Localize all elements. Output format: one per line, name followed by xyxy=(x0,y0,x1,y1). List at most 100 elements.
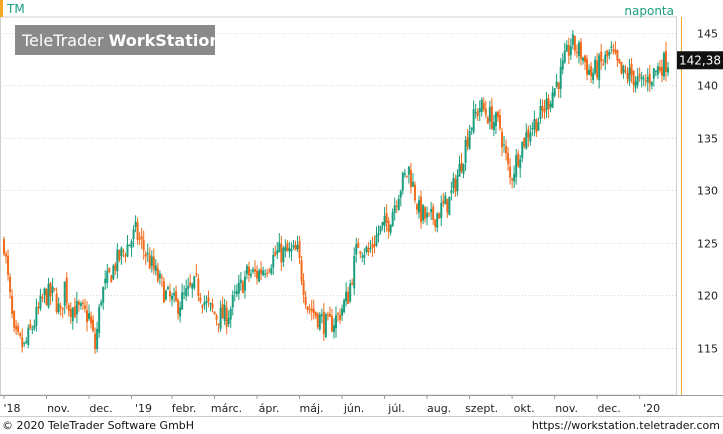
plot-border xyxy=(0,16,677,396)
candle-body xyxy=(581,57,584,61)
candle xyxy=(332,318,335,339)
candle xyxy=(173,287,176,303)
candle xyxy=(213,311,216,316)
candle xyxy=(464,136,467,171)
candle-body xyxy=(25,341,28,343)
candle-body xyxy=(434,219,437,227)
candle xyxy=(158,270,161,285)
candle-body xyxy=(565,44,568,52)
candle-body xyxy=(247,266,250,276)
candle-body xyxy=(205,301,208,304)
candle-body xyxy=(387,220,390,233)
candle xyxy=(67,302,70,317)
candle xyxy=(496,110,499,122)
candle-body xyxy=(262,270,265,276)
candle xyxy=(227,310,230,328)
candle-body xyxy=(282,248,285,263)
x-tick-label: nov. xyxy=(555,402,578,415)
candle-body xyxy=(503,144,506,146)
x-tick-label: ápr. xyxy=(259,402,280,415)
candle xyxy=(209,302,212,312)
candle-body xyxy=(171,295,174,300)
candle xyxy=(454,174,457,197)
candle xyxy=(337,311,340,322)
candle xyxy=(450,181,453,201)
candle-body xyxy=(442,200,445,204)
candle-body xyxy=(367,247,370,253)
candle xyxy=(367,242,370,257)
candle xyxy=(33,319,36,331)
candle-body xyxy=(343,299,346,313)
candle-body xyxy=(636,76,639,86)
candle-body xyxy=(523,138,526,147)
candle xyxy=(411,173,414,188)
candle xyxy=(626,67,629,84)
candle xyxy=(505,139,508,161)
candle-body xyxy=(341,308,344,316)
candle-body xyxy=(418,200,420,213)
candle-body xyxy=(592,72,595,81)
candle xyxy=(638,67,641,82)
candle xyxy=(434,219,437,232)
candle xyxy=(272,247,275,276)
candle xyxy=(553,87,556,98)
candle-body xyxy=(413,184,416,201)
candle xyxy=(476,108,479,121)
x-tick-label: aug. xyxy=(427,402,451,415)
candle-body xyxy=(650,82,653,86)
candle-body xyxy=(98,306,101,333)
candle-body xyxy=(646,76,649,83)
candle xyxy=(667,61,669,77)
candle-body xyxy=(496,111,499,118)
candle xyxy=(403,168,406,178)
candle xyxy=(288,242,291,258)
candle xyxy=(11,289,14,319)
candle-body xyxy=(288,247,291,252)
candle xyxy=(146,243,149,262)
y-tick-label: 115 xyxy=(697,343,718,356)
candle-body xyxy=(134,221,137,227)
candle-body xyxy=(541,105,544,111)
candle xyxy=(543,99,546,120)
candle-body xyxy=(535,118,538,133)
candle xyxy=(478,100,481,122)
period-label: naponta xyxy=(624,4,674,18)
candle xyxy=(503,135,506,153)
candle xyxy=(401,171,404,195)
candle-body xyxy=(92,319,95,331)
candle xyxy=(442,192,445,207)
candle-body xyxy=(185,288,188,297)
candle-body xyxy=(197,278,200,296)
candle xyxy=(223,298,226,326)
candle-body xyxy=(169,291,171,297)
candle xyxy=(600,43,603,70)
candle-body xyxy=(480,99,483,112)
candle-body xyxy=(152,256,155,270)
candle xyxy=(197,274,200,302)
candle xyxy=(596,53,599,81)
candle xyxy=(559,57,562,99)
candle xyxy=(39,288,42,312)
candle-body xyxy=(284,246,287,251)
candle-body xyxy=(624,70,627,72)
candle-body xyxy=(90,316,93,324)
candle-body xyxy=(616,50,619,61)
candle xyxy=(162,277,165,303)
candle xyxy=(555,73,558,89)
candle xyxy=(37,301,40,315)
candle-body xyxy=(545,98,548,110)
candle xyxy=(490,97,493,131)
candle-body xyxy=(553,88,556,96)
candle-body xyxy=(438,213,441,219)
candle-body xyxy=(86,310,88,323)
candle xyxy=(231,290,234,316)
candle xyxy=(148,247,151,270)
candle xyxy=(377,225,380,243)
candle xyxy=(150,250,153,273)
candle-body xyxy=(191,283,194,289)
candle-body xyxy=(377,232,380,236)
candle-body xyxy=(397,198,400,211)
candle xyxy=(294,240,297,251)
candle xyxy=(268,267,271,274)
